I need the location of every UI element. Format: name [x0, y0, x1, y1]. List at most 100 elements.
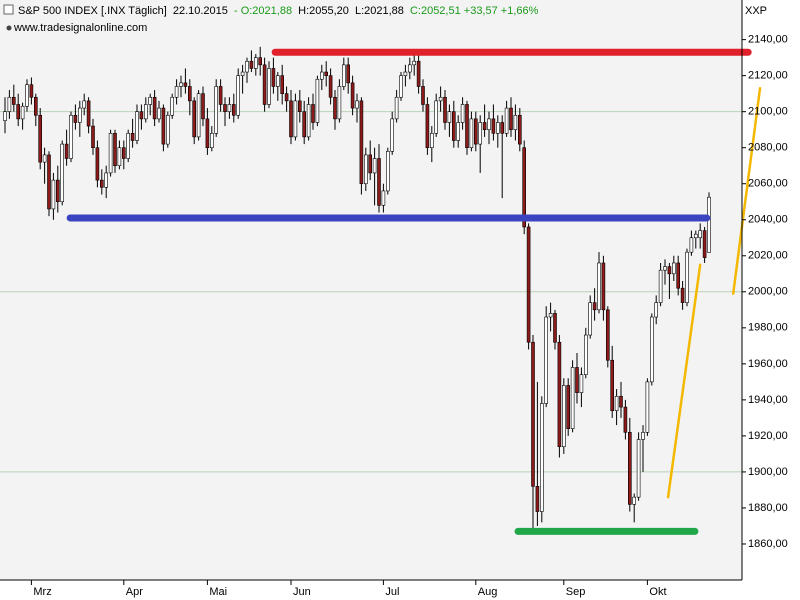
candle-body: [69, 114, 73, 159]
candle-body: [680, 287, 685, 303]
y-tick-label: 2120,00: [748, 70, 788, 82]
y-tick-label: 1960,00: [748, 358, 788, 370]
candle-body: [645, 381, 650, 433]
candle-body: [553, 313, 557, 343]
candle-body: [319, 71, 324, 80]
annotations: [66, 48, 762, 535]
high: H:2055,20: [298, 5, 349, 17]
candle-body: [667, 266, 672, 275]
candle-body: [161, 107, 166, 145]
open: - O:2021,88: [234, 5, 292, 17]
candle-body: [478, 122, 483, 145]
candle-body: [623, 406, 628, 433]
candle-body: [412, 60, 417, 66]
x-tick-label: Aug: [478, 586, 498, 598]
y-tick-label: 2020,00: [748, 250, 788, 262]
candle-body: [447, 111, 452, 123]
candle-body: [443, 96, 447, 123]
candle-body: [214, 86, 218, 134]
y-tick-label: 1900,00: [748, 466, 788, 478]
candle-body: [324, 71, 329, 76]
candle-body: [20, 105, 25, 120]
candle-body: [293, 100, 298, 138]
y-tick-label: 2000,00: [748, 286, 788, 298]
candle-body: [139, 111, 144, 120]
candle-body: [425, 104, 430, 149]
candle-body: [117, 147, 122, 167]
candle-body: [258, 57, 263, 66]
candle-body: [592, 302, 597, 311]
candle-body: [201, 93, 205, 120]
candle-body: [671, 262, 676, 275]
candle-body: [544, 316, 549, 404]
candle-body: [535, 486, 540, 512]
candle-body: [390, 118, 395, 152]
candle-body: [689, 237, 694, 253]
y-tick-label: 2140,00: [748, 34, 788, 46]
candle-body: [91, 125, 95, 149]
trend-line: [666, 263, 702, 499]
candle-body: [170, 96, 174, 116]
axis-area: [0, 580, 742, 600]
axis-area: [742, 0, 800, 600]
candle-body: [297, 100, 302, 112]
candle-body: [25, 84, 29, 107]
candle-body: [315, 78, 320, 123]
candle-body: [649, 316, 654, 383]
y-tick-label: 1940,00: [748, 394, 788, 406]
candle-body: [693, 233, 698, 239]
candle-body: [47, 154, 51, 210]
candle-body: [434, 100, 439, 134]
low: L:2021,88: [355, 5, 404, 17]
candle-body: [223, 104, 227, 112]
candle-body: [438, 96, 443, 102]
candle-body: [601, 262, 606, 311]
candle-body: [363, 154, 368, 185]
candle-body: [262, 64, 267, 105]
candle-body: [451, 111, 456, 141]
candle-body: [473, 118, 478, 145]
candle-body: [504, 107, 509, 134]
y-tick-label: 1980,00: [748, 322, 788, 334]
candle-body: [218, 86, 223, 105]
candle-body: [174, 86, 179, 98]
y-axis-name: XXP: [745, 5, 767, 17]
x-tick-label: Mrz: [33, 586, 51, 598]
candle-body: [152, 96, 157, 120]
candle-body: [522, 147, 527, 228]
candle-body: [605, 309, 610, 361]
y-tick-label: 2040,00: [748, 214, 788, 226]
candle-body: [108, 132, 113, 174]
candle-body: [210, 132, 214, 149]
candle-body: [610, 359, 615, 411]
candle-body: [42, 154, 47, 163]
candle-body: [144, 104, 148, 120]
candle-body: [641, 431, 645, 440]
candle-body: [685, 251, 689, 303]
candle-body: [55, 179, 60, 203]
candle-body: [275, 75, 280, 87]
candle-body: [579, 374, 584, 393]
candle-body: [500, 122, 505, 134]
candle-body: [557, 341, 562, 448]
candle-body: [122, 147, 126, 159]
x-tick-label: Apr: [126, 586, 143, 598]
candle-body: [148, 96, 152, 105]
candle-body: [456, 122, 461, 141]
y-tick-label: 2100,00: [748, 106, 788, 118]
candle-body: [166, 114, 170, 145]
candle-body: [372, 158, 377, 174]
candle-body: [583, 334, 588, 375]
candle-body: [421, 86, 425, 105]
header: S&P 500 INDEX [.INX Täglich] 22.10.2015 …: [18, 5, 539, 17]
icon: [3, 4, 14, 15]
candle-body: [16, 104, 21, 120]
source: www.tradesignalonline.com: [13, 22, 147, 34]
y-tick-label: 1920,00: [748, 430, 788, 442]
candle-body: [676, 262, 681, 289]
candle-body: [240, 71, 245, 76]
candle-body: [513, 114, 518, 130]
date: 22.10.2015: [173, 5, 228, 17]
candle-body: [33, 96, 38, 116]
